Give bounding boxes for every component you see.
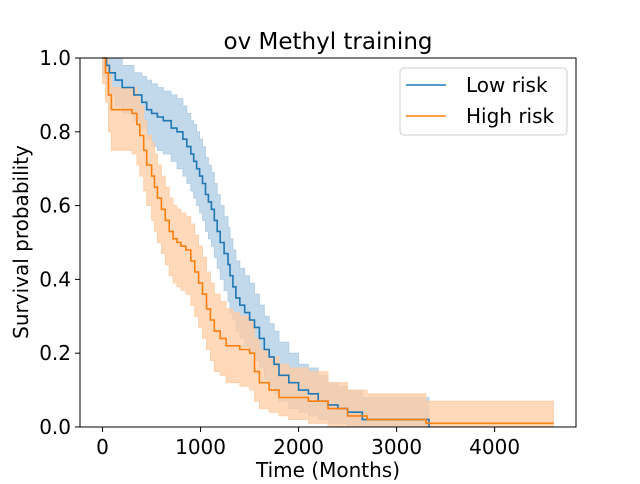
x-tick-label: 3000 [371, 435, 422, 459]
y-tick-label: 0.2 [39, 341, 71, 365]
x-tick-label: 2000 [273, 435, 324, 459]
legend-label-high-risk: High risk [466, 104, 555, 128]
legend: Low risk High risk [399, 67, 568, 136]
y-tick-label: 0.0 [39, 415, 71, 439]
plot-frame [79, 57, 577, 428]
y-axis-label: Survival probability [9, 145, 33, 339]
x-tick-label: 1000 [175, 435, 226, 459]
x-tick-label: 0 [96, 435, 109, 459]
y-axis-ticks: 0.0 0.2 0.4 0.6 0.8 1.0 [39, 46, 80, 439]
x-tick-label: 4000 [469, 435, 520, 459]
y-tick-label: 1.0 [39, 46, 71, 70]
y-tick-label: 0.4 [39, 267, 71, 291]
survival-curve-high-risk [102, 57, 554, 425]
legend-label-low-risk: Low risk [466, 73, 548, 97]
survival-curve-low-risk [102, 57, 430, 427]
confidence-band-high-risk [102, 57, 554, 428]
x-axis-label: Time (Months) [255, 458, 400, 480]
y-tick-label: 0.8 [39, 120, 71, 144]
chart-title: ov Methyl training [224, 29, 433, 55]
x-axis-ticks: 0 1000 2000 3000 4000 [96, 427, 520, 459]
survival-curves [102, 57, 554, 427]
y-tick-label: 0.6 [39, 194, 71, 218]
